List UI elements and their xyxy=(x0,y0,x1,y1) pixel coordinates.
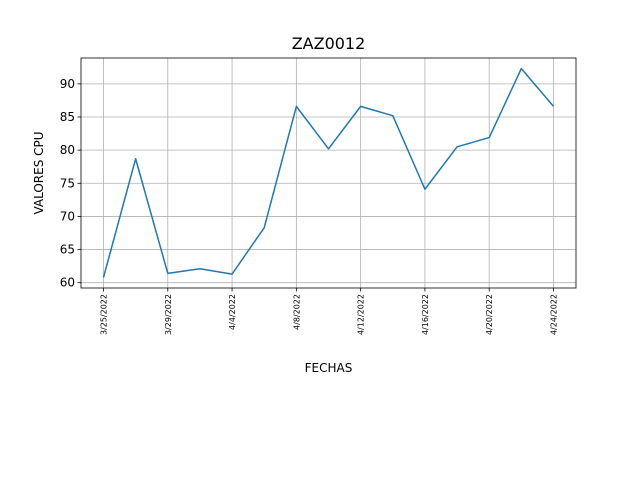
y-tick-label: 85 xyxy=(60,110,75,124)
data-line xyxy=(102,67,555,278)
x-tick-label: 4/8/2022 xyxy=(292,294,301,330)
y-tick-label: 90 xyxy=(60,77,75,91)
x-tick-label: 4/4/2022 xyxy=(228,294,237,330)
chart-title: ZAZ0012 xyxy=(292,34,366,53)
x-tick-label: 4/24/2022 xyxy=(550,294,559,335)
plot-frame xyxy=(80,57,577,289)
y-axis-label: VALORES CPU xyxy=(32,131,46,214)
x-tick-label: 4/16/2022 xyxy=(421,294,430,335)
x-tick-label: 4/12/2022 xyxy=(357,294,366,335)
x-axis-label: FECHAS xyxy=(305,361,353,375)
y-tick-label: 75 xyxy=(60,176,75,190)
x-tick-label: 4/20/2022 xyxy=(485,294,494,335)
x-tick-label: 3/29/2022 xyxy=(164,294,173,335)
y-tick-label: 80 xyxy=(60,143,75,157)
y-tick-label: 70 xyxy=(60,209,75,223)
y-tick-label: 60 xyxy=(60,276,75,290)
x-tick-label: 3/25/2022 xyxy=(100,294,109,335)
y-tick-label: 65 xyxy=(60,243,75,257)
